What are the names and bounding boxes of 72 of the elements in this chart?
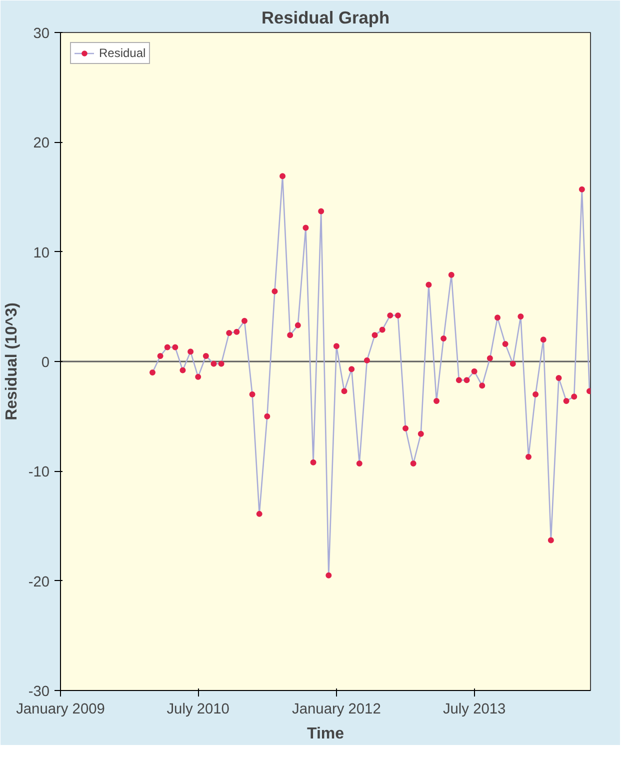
point bbox=[280, 173, 286, 180]
point bbox=[348, 366, 355, 372]
point bbox=[294, 322, 301, 328]
point bbox=[578, 186, 585, 192]
y-tick-label: -10 bbox=[28, 464, 50, 481]
point bbox=[518, 314, 524, 320]
point bbox=[302, 224, 309, 231]
point bbox=[510, 360, 516, 367]
point bbox=[434, 398, 440, 404]
point bbox=[310, 459, 316, 466]
point bbox=[172, 344, 178, 350]
y-axis-title: Residual (10^3) bbox=[3, 302, 20, 420]
point bbox=[226, 330, 232, 336]
point bbox=[264, 413, 270, 420]
point bbox=[556, 374, 562, 381]
y-tick-label: -20 bbox=[28, 574, 50, 590]
point bbox=[149, 369, 156, 376]
point bbox=[364, 357, 370, 364]
point bbox=[287, 332, 294, 338]
point bbox=[326, 572, 332, 578]
point bbox=[464, 377, 470, 384]
point bbox=[418, 430, 424, 437]
x-tick-label: July 2013 bbox=[442, 702, 506, 718]
point bbox=[394, 312, 401, 318]
point bbox=[218, 360, 224, 367]
point bbox=[456, 377, 462, 384]
x-tick-label: July 2010 bbox=[166, 702, 230, 718]
point bbox=[471, 368, 478, 374]
point bbox=[256, 510, 262, 517]
point bbox=[195, 374, 202, 380]
point bbox=[387, 312, 394, 318]
point bbox=[440, 335, 447, 342]
point bbox=[341, 388, 348, 394]
legend-label: Residual bbox=[99, 46, 146, 60]
point bbox=[157, 353, 164, 360]
point bbox=[526, 454, 532, 460]
x-tick-label: January 2009 bbox=[16, 702, 105, 718]
y-tick-label: -30 bbox=[28, 684, 50, 700]
point bbox=[180, 367, 186, 374]
point bbox=[410, 460, 416, 466]
point bbox=[372, 332, 378, 338]
y-tick-label: 30 bbox=[33, 26, 50, 42]
point bbox=[249, 391, 256, 398]
point bbox=[333, 343, 340, 350]
chart-title: Residual Graph bbox=[261, 8, 390, 28]
point bbox=[402, 425, 409, 432]
x-axis-title: Time bbox=[306, 726, 344, 742]
y-tick-label: 0 bbox=[41, 355, 50, 371]
point bbox=[272, 288, 278, 294]
y-tick-label: 20 bbox=[33, 136, 50, 152]
point bbox=[210, 360, 217, 367]
point bbox=[379, 326, 386, 333]
x-tick-label: January 2012 bbox=[292, 702, 381, 718]
point bbox=[241, 318, 248, 324]
point bbox=[540, 336, 546, 343]
point bbox=[532, 391, 539, 398]
point bbox=[494, 314, 501, 321]
point bbox=[486, 355, 493, 362]
point bbox=[188, 348, 194, 355]
point bbox=[548, 537, 554, 544]
point bbox=[202, 353, 209, 360]
point bbox=[318, 208, 324, 214]
y-tick-label: 10 bbox=[33, 245, 50, 262]
point bbox=[479, 382, 486, 389]
point bbox=[571, 394, 578, 400]
point bbox=[426, 282, 432, 288]
point bbox=[448, 272, 454, 278]
point bbox=[234, 328, 240, 335]
point bbox=[502, 340, 508, 347]
point bbox=[164, 344, 170, 350]
point bbox=[563, 398, 570, 404]
point bbox=[356, 460, 362, 466]
